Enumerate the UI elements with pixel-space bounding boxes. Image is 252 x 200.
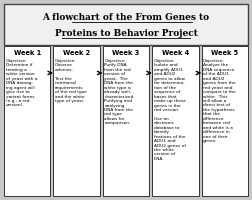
Bar [103, 46, 149, 196]
Text: Objective:
Observe
colonies.

Test the
nutritional
requirements
of the red type
: Objective: Observe colonies. Test the nu… [55, 59, 87, 103]
Text: A flowchart of the From Genes to: A flowchart of the From Genes to [42, 13, 210, 22]
Text: Week 3: Week 3 [112, 50, 140, 56]
Text: Week 1: Week 1 [14, 50, 41, 56]
Bar [152, 46, 199, 196]
Text: Objective:
Determine if
treating a
white version
of yeast with a
DNA damag-
ing : Objective: Determine if treating a white… [6, 59, 37, 108]
Text: Objective:
Analyze the
DNA sequence
of the ADU1
and ADU2
genes from the
red yeas: Objective: Analyze the DNA sequence of t… [203, 59, 236, 143]
Text: Objective:
Purify DNA
from the red
version of
yeast.  The
DNA from the
white typ: Objective: Purify DNA from the red versi… [104, 59, 135, 125]
Bar [53, 46, 100, 196]
Bar [4, 4, 248, 45]
Text: Week 2: Week 2 [63, 50, 90, 56]
Text: Objective:
Isolate and
amplify ADU1
and ADU2
genes to allow
for determina-
tion : Objective: Isolate and amplify ADU1 and … [154, 59, 185, 161]
Text: Week 4: Week 4 [162, 50, 189, 56]
Bar [202, 46, 248, 196]
Text: Proteins to Behavior Project: Proteins to Behavior Project [55, 29, 197, 38]
Bar [4, 46, 50, 196]
Text: Week 5: Week 5 [211, 50, 238, 56]
